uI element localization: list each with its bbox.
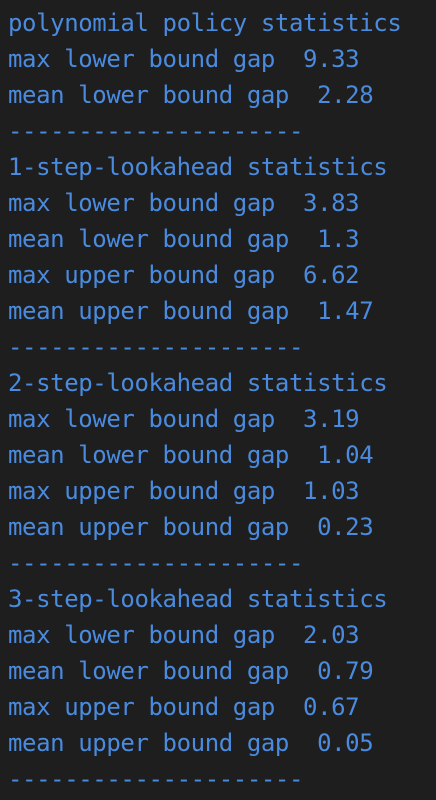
separator-line: --------------------- xyxy=(8,117,304,145)
stat-line: mean lower bound gap 1.04 xyxy=(8,441,374,469)
stat-line: mean lower bound gap 0.79 xyxy=(8,657,374,685)
stat-line: max upper bound gap 6.62 xyxy=(8,261,360,289)
section-title-1-step: 1-step-lookahead statistics xyxy=(8,153,388,181)
stat-line: mean upper bound gap 0.05 xyxy=(8,729,374,757)
section-title-polynomial: polynomial policy statistics xyxy=(8,9,402,37)
stat-line: mean lower bound gap 1.3 xyxy=(8,225,360,253)
section-title-3-step: 3-step-lookahead statistics xyxy=(8,585,388,613)
stat-line: max lower bound gap 2.03 xyxy=(8,621,360,649)
stat-line: max upper bound gap 1.03 xyxy=(8,477,360,505)
stat-line: mean lower bound gap 2.28 xyxy=(8,81,374,109)
stat-line: max lower bound gap 3.83 xyxy=(8,189,360,217)
section-title-2-step: 2-step-lookahead statistics xyxy=(8,369,388,397)
separator-line: --------------------- xyxy=(8,333,304,361)
separator-line: --------------------- xyxy=(8,549,304,577)
stat-line: mean upper bound gap 1.47 xyxy=(8,297,374,325)
separator-line: --------------------- xyxy=(8,765,304,793)
stat-line: max upper bound gap 0.67 xyxy=(8,693,360,721)
stat-line: max lower bound gap 9.33 xyxy=(8,45,360,73)
stat-line: max lower bound gap 3.19 xyxy=(8,405,360,433)
stat-line: mean upper bound gap 0.23 xyxy=(8,513,374,541)
